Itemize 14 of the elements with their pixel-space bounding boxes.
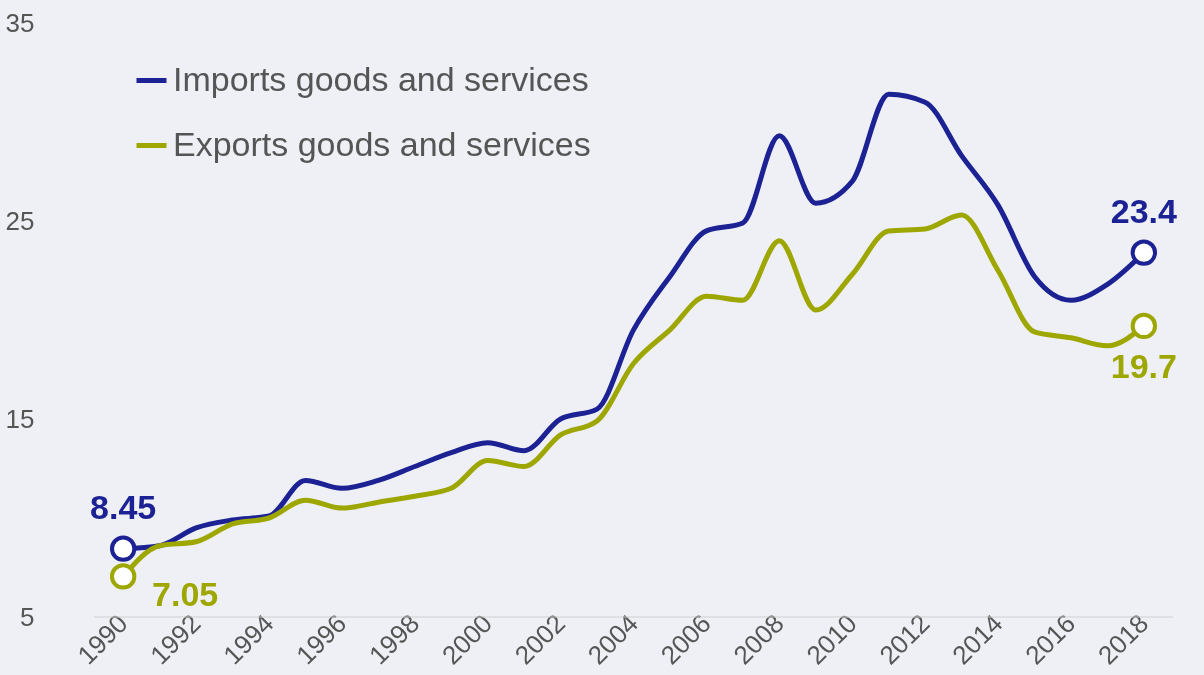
legend-label: Imports goods and services <box>173 59 589 98</box>
y-tick-label: 15 <box>5 403 35 434</box>
data-label: 8.45 <box>90 487 157 526</box>
y-tick-label: 5 <box>20 601 35 632</box>
y-tick-label: 35 <box>5 7 35 38</box>
data-label: 19.7 <box>1110 346 1177 385</box>
data-label: 23.4 <box>1110 191 1178 230</box>
point <box>1130 239 1158 266</box>
y-tick-label: 25 <box>5 205 35 236</box>
point <box>109 535 137 562</box>
point <box>1130 312 1158 340</box>
legend-label: Exports goods and services <box>173 124 591 163</box>
data-label: 7.05 <box>152 575 219 614</box>
point <box>109 563 137 590</box>
